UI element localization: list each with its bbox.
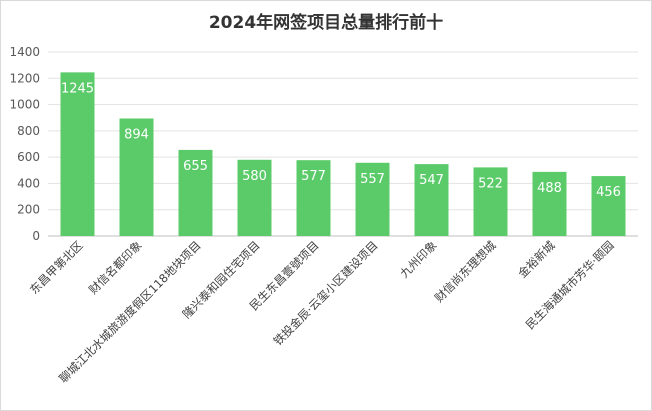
y-tick-label: 1000 bbox=[9, 98, 40, 112]
x-tick-label: 铁投金辰·云玺小区建设项目 bbox=[271, 238, 381, 348]
data-label: 1245 bbox=[61, 81, 94, 96]
data-label: 655 bbox=[183, 159, 208, 174]
y-tick-label: 400 bbox=[17, 176, 40, 190]
chart-title: 2024年网签项目总量排行前十 bbox=[208, 13, 444, 33]
data-label: 522 bbox=[478, 176, 503, 191]
x-tick-label: 财信名都印象 bbox=[86, 238, 145, 297]
bar bbox=[60, 72, 95, 236]
bar bbox=[296, 160, 331, 236]
y-tick-label: 600 bbox=[17, 150, 40, 164]
bar bbox=[355, 162, 390, 236]
bar bbox=[591, 176, 626, 236]
y-tick-label: 1400 bbox=[9, 45, 40, 59]
x-tick-label: 金裕新城 bbox=[515, 238, 558, 281]
data-label: 577 bbox=[301, 169, 326, 184]
bar bbox=[532, 171, 567, 236]
data-label: 488 bbox=[537, 181, 562, 196]
data-label: 894 bbox=[124, 128, 149, 143]
bar bbox=[237, 159, 272, 236]
bar bbox=[414, 164, 449, 236]
data-label: 456 bbox=[596, 185, 621, 200]
x-tick-label: 东昌甲第北区 bbox=[27, 238, 86, 297]
y-tick-label: 800 bbox=[17, 124, 40, 138]
bar bbox=[178, 149, 213, 236]
y-tick-label: 200 bbox=[17, 203, 40, 217]
bar bbox=[119, 118, 154, 236]
x-tick-label: 九州印象 bbox=[397, 238, 439, 280]
data-label: 557 bbox=[360, 172, 385, 187]
x-tick-label: 财信尚东理想城 bbox=[432, 238, 499, 305]
y-tick-label: 1200 bbox=[9, 71, 40, 85]
y-tick-label: 0 bbox=[32, 229, 40, 243]
data-label: 580 bbox=[242, 169, 267, 184]
bar bbox=[473, 167, 508, 236]
data-label: 547 bbox=[419, 173, 444, 188]
